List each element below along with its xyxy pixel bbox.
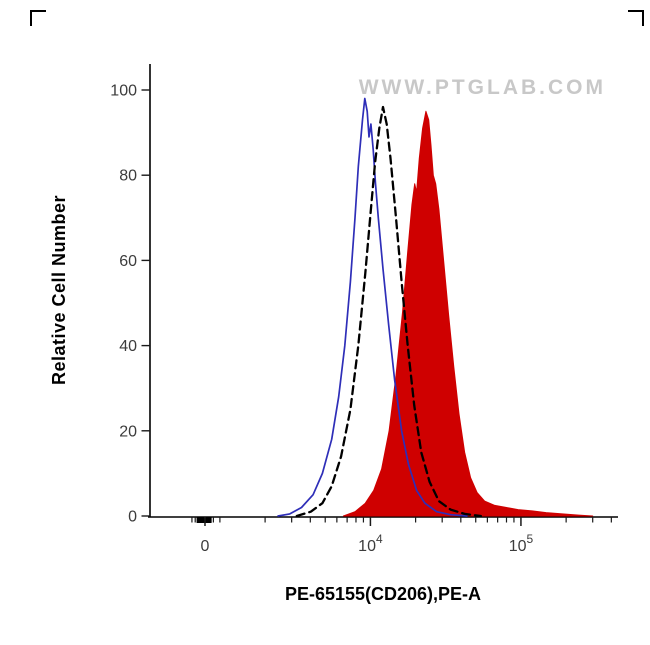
y-tick-label: 0 [128,509,137,526]
crop-mark-top-right [628,10,644,26]
watermark: WWW.PTGLAB.COM [358,76,606,99]
y-tick-label: 60 [119,253,137,270]
series-red-filled [342,110,594,517]
y-axis-title: Relative Cell Number [49,194,69,386]
y-tick-label: 100 [110,83,137,100]
y-tick-label: 80 [119,168,137,185]
y-tick-label: 20 [119,423,137,440]
x-tick-label: 0 [201,538,210,555]
x-tick-label: 104 [358,532,383,555]
series-blue-solid [277,97,468,517]
crop-mark-top-left [30,10,46,26]
x-tick-label: 105 [509,532,534,555]
x-axis-title: PE-65155(CD206),PE-A [284,584,482,604]
axis-tick-cluster [196,517,212,523]
y-tick-label: 40 [119,338,137,355]
series-black-dashed [295,105,483,518]
